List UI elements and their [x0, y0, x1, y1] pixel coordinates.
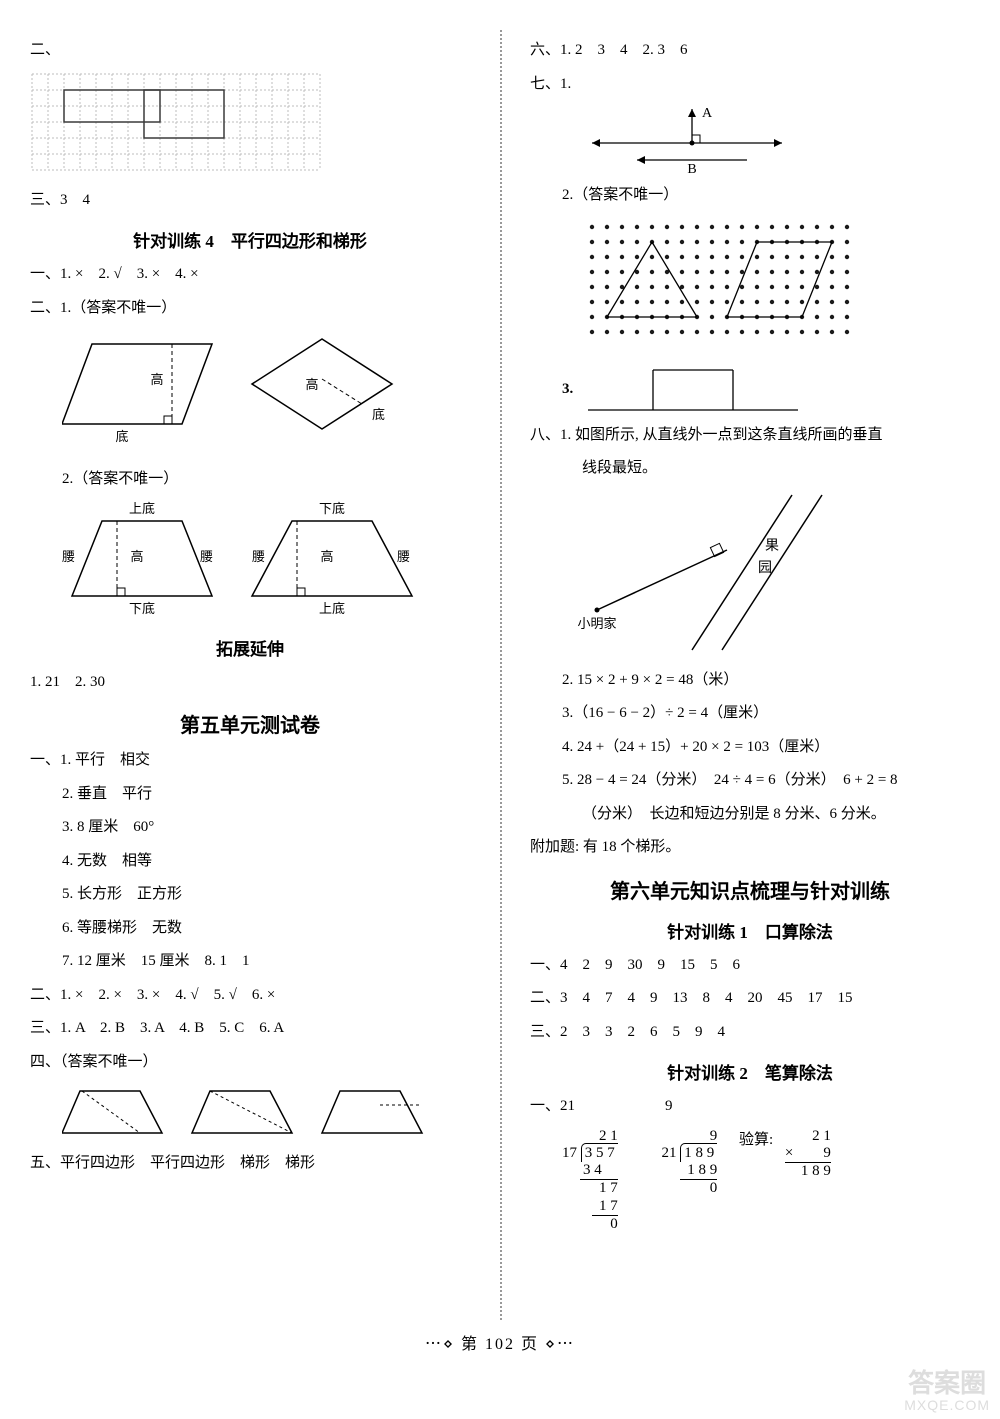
svg-text:上底: 上底	[319, 601, 345, 616]
ans-ext: 1. 21 2. 30	[30, 670, 470, 696]
svg-text:上底: 上底	[129, 501, 155, 516]
s1-5: 5. 长方形 正方形	[30, 882, 470, 908]
s3: 三、1. A 2. B 3. A 4. B 5. C 6. A	[30, 1016, 470, 1042]
svg-text:腰: 腰	[200, 549, 213, 564]
longdiv-1: 2 1 17 3 5 7 3 4 1 7 1 7 0	[562, 1128, 618, 1234]
d2: 二、3 4 7 4 9 13 8 4 20 45 17 15	[530, 986, 970, 1012]
heading-train4: 针对训练 4 平行四边形和梯形	[30, 227, 470, 252]
ans-2b: 2.（答案不唯一）	[30, 467, 470, 493]
r3: 2.（答案不唯一）	[530, 183, 970, 209]
h-shape-diagram	[583, 365, 803, 415]
heading-unit6: 第六单元知识点梳理与针对训练	[530, 875, 970, 904]
d1: 一、4 2 9 30 9 15 5 6	[530, 953, 970, 979]
s4: 四、（答案不唯一）	[30, 1050, 470, 1076]
r9b: （分米） 长边和短边分别是 8 分米、6 分米。	[530, 802, 970, 828]
grid-diagram	[30, 72, 470, 180]
r4-label: 3.	[562, 377, 573, 403]
ans-2: 二、1.（答案不唯一）	[30, 296, 470, 322]
r7: 3.（16 − 6 − 2）÷ 2 = 4（厘米）	[530, 701, 970, 727]
s2: 二、1. × 2. × 3. × 4. √ 5. √ 6. ×	[30, 983, 470, 1009]
watermark-url: MXQE.COM	[904, 1398, 990, 1413]
svg-text:高: 高	[130, 549, 143, 564]
r5: 八、1. 如图所示, 从直线外一点到这条直线所画的垂直	[530, 423, 970, 449]
watermark-text: 答案圈	[904, 1369, 990, 1398]
parallelogram-diagram: 高底 高底	[30, 329, 470, 459]
svg-text:高: 高	[305, 377, 318, 392]
svg-text:底: 底	[372, 407, 385, 422]
page-footer: ⋯⋄ 第 102 页 ⋄⋯	[0, 1330, 1000, 1354]
three-trapezoids	[30, 1083, 470, 1143]
svg-text:B: B	[687, 162, 696, 175]
svg-text:园: 园	[758, 561, 772, 576]
road-diagram: 小明家 果园	[530, 490, 970, 660]
r1: 六、1. 2 3 4 2. 3 6	[530, 38, 970, 64]
trapezoid-diagram: 上底下底腰腰高下底上底腰腰高	[30, 501, 470, 621]
dot-grid-diagram	[530, 217, 970, 357]
svg-text:小明家: 小明家	[577, 616, 616, 631]
r10: 附加题: 有 18 个梯形。	[530, 835, 970, 861]
svg-text:下底: 下底	[319, 501, 345, 516]
svg-text:腰: 腰	[62, 549, 75, 564]
heading-t1: 针对训练 1 口算除法	[530, 918, 970, 943]
perpendicular-diagram: AB	[530, 105, 970, 175]
r8: 4. 24 +（24 + 15）+ 20 × 2 = 103（厘米）	[530, 735, 970, 761]
svg-text:下底: 下底	[129, 601, 155, 616]
svg-text:果: 果	[765, 539, 779, 554]
r4-row: 3.	[530, 365, 970, 415]
svg-text:高: 高	[320, 549, 333, 564]
left-column: 二、 三、3 4 针对训练 4 平行四边形和梯形 一、1. × 2. √ 3. …	[0, 30, 500, 1320]
d4: 一、21 9	[530, 1094, 970, 1120]
s1-4: 4. 无数 相等	[30, 849, 470, 875]
s5: 五、平行四边形 平行四边形 梯形 梯形	[30, 1151, 470, 1177]
watermark: 答案圈 MXQE.COM	[904, 1369, 990, 1413]
longdiv-2: 9 21 1 8 9 1 8 9 0	[662, 1128, 718, 1198]
label-two: 二、	[30, 38, 470, 64]
long-division-row: 2 1 17 3 5 7 3 4 1 7 1 7 0 9 21 1 8 9 1 …	[530, 1128, 970, 1234]
s1-7: 7. 12 厘米 15 厘米 8. 1 1	[30, 949, 470, 975]
ans-three: 三、3 4	[30, 188, 470, 214]
check-mult: 2 1 × 9 1 8 9	[785, 1128, 831, 1181]
ans-1: 一、1. × 2. √ 3. × 4. ×	[30, 262, 470, 288]
heading-t2: 针对训练 2 笔算除法	[530, 1059, 970, 1084]
d3: 三、2 3 3 2 6 5 9 4	[530, 1020, 970, 1046]
right-column: 六、1. 2 3 4 2. 3 6 七、1. AB 2.（答案不唯一） 3. 八…	[500, 30, 1000, 1320]
svg-text:腰: 腰	[252, 549, 265, 564]
svg-text:高: 高	[150, 372, 163, 387]
check-label: 验算:	[739, 1132, 773, 1148]
svg-text:A: A	[702, 106, 713, 121]
heading-ext: 拓展延伸	[30, 635, 470, 660]
svg-text:腰: 腰	[397, 549, 410, 564]
s1-2: 2. 垂直 平行	[30, 782, 470, 808]
r2: 七、1.	[530, 72, 970, 98]
s1-6: 6. 等腰梯形 无数	[30, 916, 470, 942]
s1-3: 3. 8 厘米 60°	[30, 815, 470, 841]
r6: 2. 15 × 2 + 9 × 2 = 48（米）	[530, 668, 970, 694]
r9: 5. 28 − 4 = 24（分米） 24 ÷ 4 = 6（分米） 6 + 2 …	[530, 768, 970, 794]
svg-text:底: 底	[115, 429, 128, 444]
heading-unit5: 第五单元测试卷	[30, 709, 470, 738]
s1-1: 一、1. 平行 相交	[30, 748, 470, 774]
column-divider	[500, 30, 502, 1320]
r5b: 线段最短。	[530, 456, 970, 482]
